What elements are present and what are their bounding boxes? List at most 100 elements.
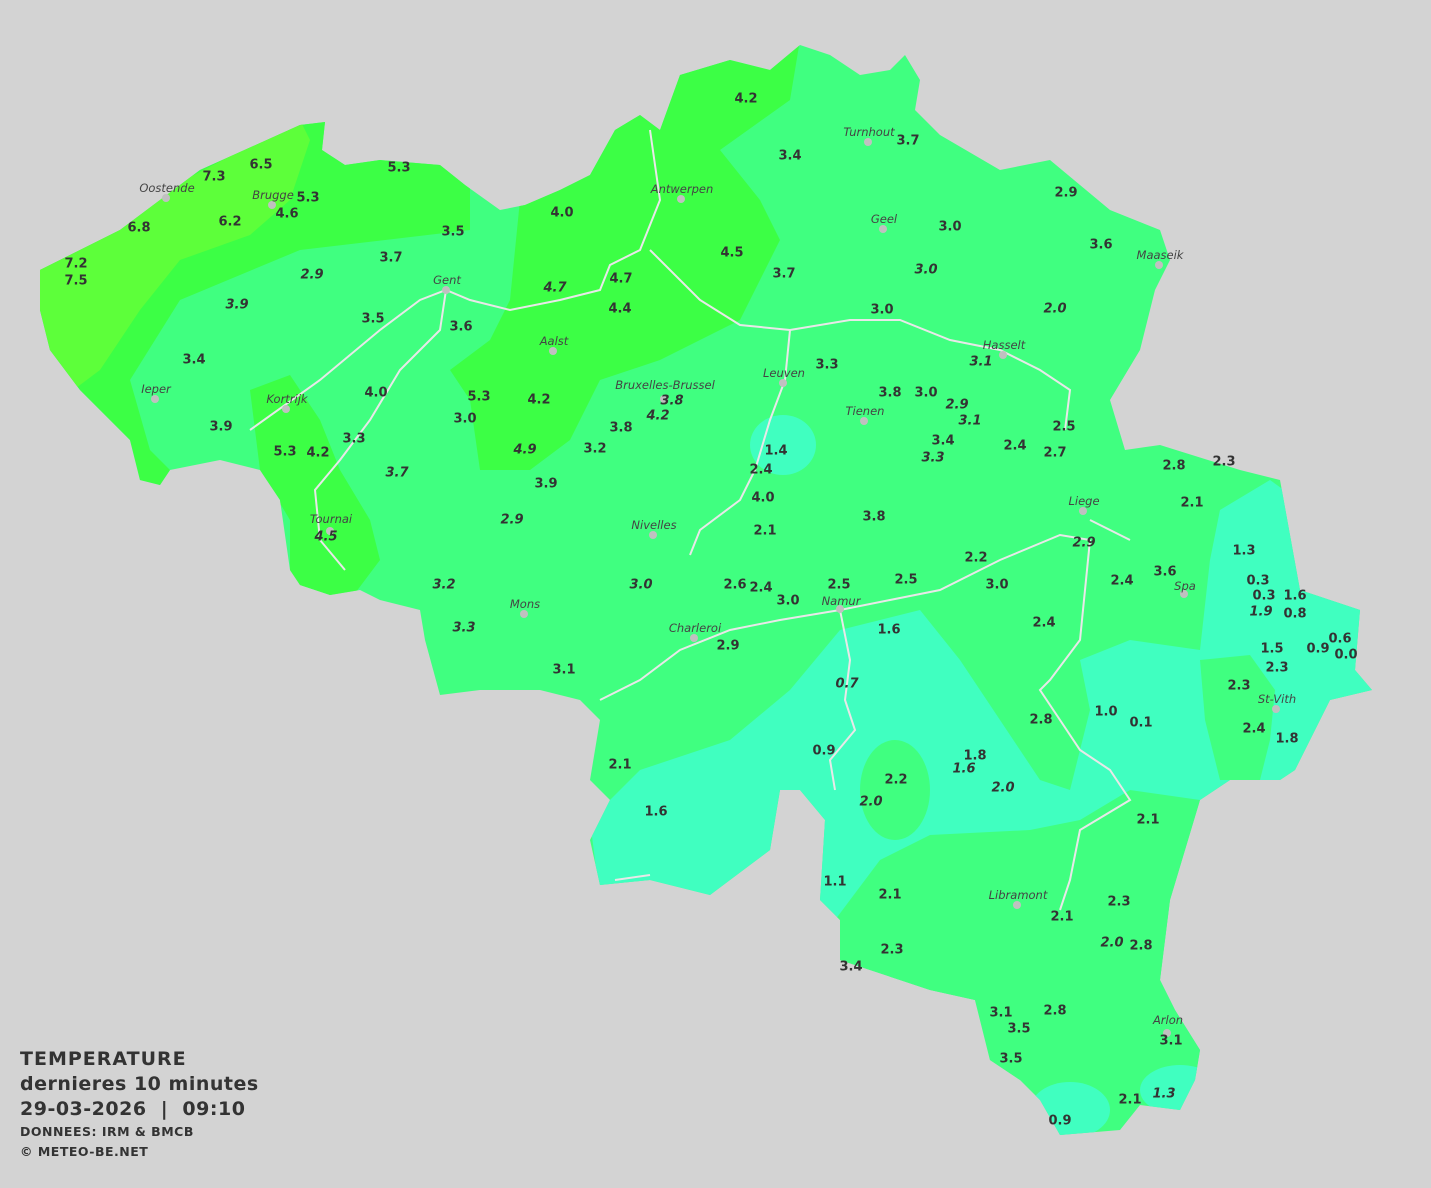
station-value: 1.8: [1275, 732, 1298, 747]
city-marker: [1272, 705, 1280, 713]
city-label: Tournai: [310, 512, 353, 526]
station-value: 4.5: [720, 246, 743, 261]
station-value: 2.0: [859, 795, 882, 810]
station-value: 0.3: [1246, 574, 1269, 589]
station-value: 4.7: [542, 281, 567, 296]
station-value: 3.6: [1089, 238, 1112, 253]
station-value: 0.6: [1328, 632, 1351, 647]
station-value: 2.5: [1052, 420, 1075, 435]
station-value: 3.7: [385, 466, 409, 481]
station-value: 3.0: [938, 220, 961, 235]
station-value: 2.3: [1212, 455, 1235, 470]
station-value: 2.1: [1118, 1093, 1141, 1108]
city-label: Ieper: [141, 382, 172, 396]
station-value: 2.4: [1003, 439, 1026, 454]
city-marker: [677, 195, 685, 203]
city-label: Liege: [1068, 494, 1099, 508]
station-value: 2.0: [1043, 302, 1066, 317]
station-value: 2.6: [723, 578, 746, 593]
city-label: Turnhout: [843, 125, 895, 139]
station-value: 2.9: [945, 398, 968, 413]
zone-above-5: [40, 120, 310, 400]
zone-2-to-4: [860, 740, 930, 840]
city-label: Gent: [433, 273, 461, 287]
station-value: 0.9: [1048, 1114, 1071, 1129]
station-value: 3.4: [182, 353, 205, 368]
station-value: 1.0: [1094, 705, 1117, 720]
city-label: Kortrijk: [266, 392, 309, 406]
station-value: 2.4: [1110, 574, 1133, 589]
station-value: 4.0: [751, 491, 774, 506]
city-marker: [649, 531, 657, 539]
station-value: 2.4: [1242, 722, 1265, 737]
legend-source: DONNEES: IRM & BMCB: [20, 1124, 194, 1139]
station-value: 1.6: [952, 762, 975, 777]
zone-4-to-5: [250, 375, 380, 600]
station-value: 3.2: [432, 578, 455, 593]
river: [1038, 539, 1132, 911]
station-value: 3.5: [999, 1052, 1022, 1067]
station-value: 2.4: [749, 581, 772, 596]
map-legend: TEMPERATURE dernieres 10 minutes 29-03-2…: [20, 1047, 259, 1162]
station-value: 6.8: [127, 221, 150, 236]
station-value: 4.7: [609, 272, 632, 287]
station-value: 1.9: [1249, 605, 1272, 620]
river: [828, 609, 857, 791]
station-value: 3.4: [839, 960, 862, 975]
city-marker: [162, 194, 170, 202]
station-value: 2.3: [880, 943, 903, 958]
city-label: Aalst: [539, 334, 569, 348]
station-value: 3.9: [534, 477, 557, 492]
station-value: 3.1: [1159, 1034, 1182, 1049]
station-value: 3.5: [441, 225, 464, 240]
city-label: Antwerpen: [650, 182, 714, 196]
city-marker: [779, 379, 787, 387]
station-value: 1.3: [1152, 1087, 1175, 1102]
station-value: 2.9: [716, 639, 739, 654]
city-marker: [151, 395, 159, 403]
station-value: 4.0: [364, 386, 387, 401]
river: [649, 249, 1072, 431]
station-value: 3.4: [931, 434, 954, 449]
city-marker: [864, 138, 872, 146]
city-marker: [442, 286, 450, 294]
station-value: 1.4: [764, 444, 787, 459]
station-value: 4.2: [734, 92, 757, 107]
station-value: 2.2: [884, 773, 907, 788]
station-value: 2.3: [1107, 895, 1130, 910]
station-value: 4.2: [306, 446, 329, 461]
cities: Oostende Brugge Antwerpen Turnhout Geel Maase…: [139, 125, 1296, 1037]
city-label: St-Vith: [1258, 692, 1296, 706]
station-value: 0.3: [1252, 589, 1275, 604]
station-value: 2.5: [827, 578, 850, 593]
city-label: Mons: [510, 597, 540, 611]
station-value: 2.1: [878, 888, 901, 903]
station-value: 3.0: [870, 303, 893, 318]
city-marker: [326, 527, 334, 535]
station-value: 4.9: [512, 443, 536, 458]
station-value: 3.7: [379, 251, 402, 266]
city-label: Maaseik: [1137, 248, 1185, 262]
station-value: 2.9: [1072, 536, 1095, 551]
city-marker: [999, 351, 1007, 359]
city-label: Bruxelles-Brussel: [615, 378, 715, 392]
zone-4-to-5: [450, 45, 800, 470]
station-value: 3.8: [660, 394, 683, 409]
station-value: 2.2: [964, 551, 987, 566]
station-value: 1.8: [963, 749, 986, 764]
legend-title: TEMPERATURE: [20, 1048, 187, 1070]
station-value: 2.8: [1162, 459, 1185, 474]
station-value: 3.1: [989, 1006, 1012, 1021]
station-value: 3.6: [449, 320, 472, 335]
river: [313, 289, 447, 571]
station-value: 2.0: [991, 781, 1014, 796]
station-value: 4.2: [527, 393, 550, 408]
legend-copyright: © METEO-BE.NET: [20, 1144, 149, 1159]
station-value: 4.2: [645, 409, 669, 424]
station-value: 3.0: [776, 594, 799, 609]
station-value: 3.2: [583, 442, 606, 457]
city-marker: [1155, 261, 1163, 269]
station-value: 2.1: [1180, 496, 1203, 511]
station-value: 3.0: [985, 578, 1008, 593]
city-marker: [860, 417, 868, 425]
